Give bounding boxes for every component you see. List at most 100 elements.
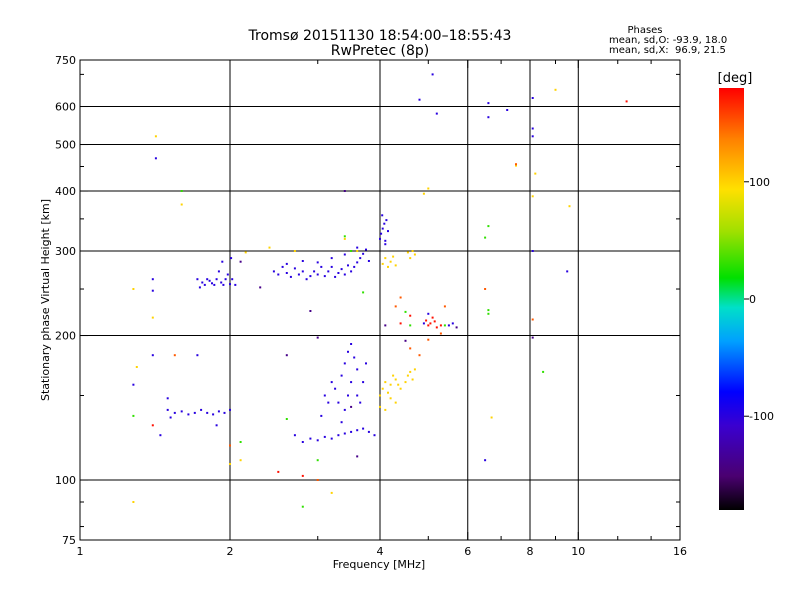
data-point [330,437,333,440]
data-point [506,109,509,111]
data-point [427,324,430,327]
data-point [334,275,337,278]
data-point [531,318,534,321]
data-point [169,416,172,419]
data-point [447,324,450,327]
data-point [301,260,304,262]
data-point [229,463,231,465]
data-point [180,203,183,206]
data-point [356,429,359,432]
x-tick-label: 4 [377,545,384,558]
data-point [399,322,402,325]
data-point [367,430,370,433]
data-point [353,356,356,359]
colorbar [719,88,744,510]
data-point [193,411,196,414]
data-point [309,275,312,278]
data-point [334,387,337,390]
data-point [196,354,199,357]
data-point [337,434,340,437]
data-point [427,312,430,315]
data-point [220,281,223,284]
data-point [166,408,169,411]
data-point [343,190,346,192]
data-point [340,421,343,424]
data-point [427,338,430,341]
data-point [356,394,359,397]
y-tick-label: 750 [55,54,76,67]
data-point [487,225,490,228]
data-point [239,260,242,263]
data-point [422,192,425,195]
data-point [244,251,247,254]
data-point [323,275,326,278]
data-point [384,243,387,246]
data-point [625,100,628,103]
colorbar-label: [deg] [718,71,753,86]
data-point [151,424,154,427]
data-point [234,283,237,286]
data-point [383,222,386,225]
data-point [215,424,218,427]
data-point [373,434,376,437]
data-point [206,411,209,414]
data-point [367,260,370,262]
data-point [409,370,412,373]
data-point [289,275,292,278]
data-point [347,350,349,353]
data-point [443,305,446,308]
data-point [353,265,356,268]
data-point [422,322,425,325]
data-point [443,324,446,327]
data-point [293,434,296,437]
data-point [337,272,340,274]
y-tick-label: 200 [55,330,76,343]
data-point [330,381,333,384]
data-point [223,411,226,414]
x-tick-label: 2 [227,545,234,558]
data-point [309,437,312,440]
data-point [381,262,384,265]
data-point [323,435,326,438]
data-point [389,383,392,386]
colorbar-tick-label: 0 [749,293,756,306]
data-point [272,270,275,273]
data-point [281,265,284,268]
data-point [455,326,458,329]
data-point [394,401,397,404]
data-point [439,324,442,327]
data-point [316,273,319,276]
y-tick-label: 500 [55,139,76,152]
data-point [301,270,304,273]
data-point [362,381,365,384]
data-point [389,397,392,400]
data-point [293,267,296,270]
data-point [484,288,487,290]
data-point [347,394,349,397]
stats-line-o: mean, sd,O: -93.9, 18.0 [609,35,727,46]
colorbar-tick-label: 100 [749,176,770,189]
data-point [154,157,157,160]
data-point [343,432,346,435]
data-point [409,347,412,350]
data-point [356,455,359,458]
data-point [568,205,571,208]
data-point [406,251,409,254]
data-point [356,250,359,252]
data-point [389,260,392,263]
data-point [418,354,421,357]
data-point [327,401,330,404]
data-point [490,416,493,419]
data-point [316,479,319,481]
data-point [409,257,412,260]
x-axis-label: Frequency [MHz] [333,558,425,571]
stats-line-x: mean, sd,X: 96.9, 21.5 [609,45,726,56]
data-point [418,98,421,101]
data-point [381,387,384,390]
data-point [229,408,231,411]
data-point [356,368,359,371]
data-point [542,370,545,373]
colorbar-ticks: 100 0 -100 [744,176,774,423]
data-point [166,397,169,400]
data-point [534,172,537,175]
